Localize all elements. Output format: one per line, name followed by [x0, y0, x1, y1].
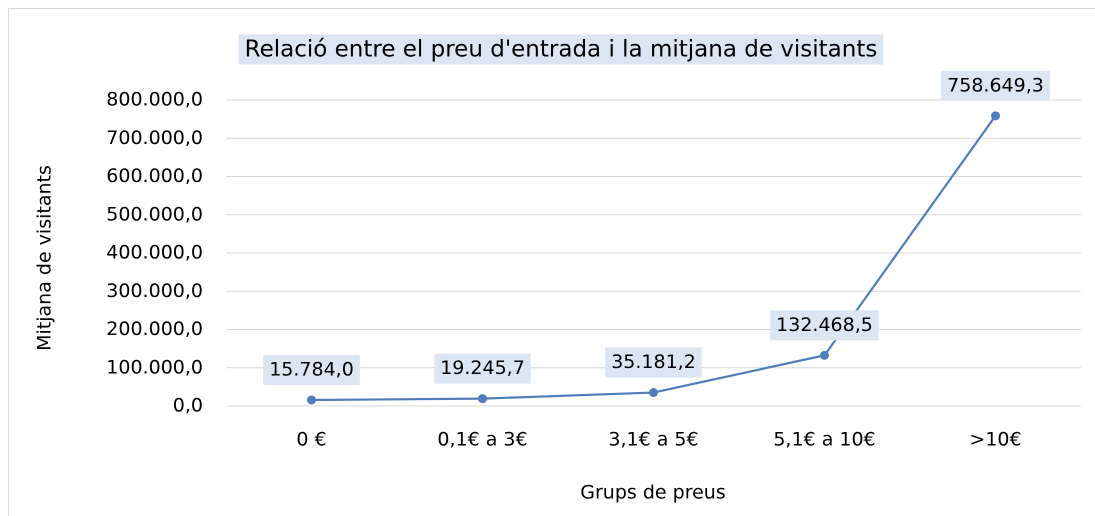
point	[820, 350, 829, 360]
point	[307, 395, 316, 405]
data-label-box	[941, 70, 1050, 101]
x-tick-label: 0 €	[296, 429, 326, 451]
x-axis-label: Grups de preus	[580, 482, 725, 504]
data-label: 19.245,7	[440, 357, 525, 379]
x-tick-label: >10€	[969, 429, 1021, 451]
data-label: 15.784,0	[269, 358, 354, 380]
data-label-box	[434, 353, 531, 384]
data-label: 758.649,3	[947, 74, 1044, 96]
y-tick-label: 800.000,0	[106, 89, 203, 111]
point	[649, 388, 658, 398]
data-label: 35.181,2	[611, 351, 696, 373]
x-tick-label: 5,1€ a 10€	[773, 429, 875, 451]
x-tick-label: 0,1€ a 3€	[437, 429, 527, 451]
chart-border	[8, 8, 1095, 516]
y-tick-label: 100.000,0	[106, 356, 203, 378]
y-axis-label: Mitjana de visitants	[34, 165, 56, 351]
y-tick-label: 500.000,0	[106, 203, 203, 225]
data-label: 132.468,5	[776, 314, 873, 336]
y-tick-label: 0,0	[173, 395, 203, 417]
data-label-box	[770, 310, 879, 341]
y-tick-label: 200.000,0	[106, 318, 203, 340]
point	[478, 394, 487, 404]
title-box	[238, 34, 884, 65]
x-tick-label: 3,1€ a 5€	[608, 429, 698, 451]
data-label-box	[605, 347, 702, 378]
y-tick-label: 400.000,0	[106, 242, 203, 264]
point	[991, 111, 1000, 121]
y-tick-label: 600.000,0	[106, 165, 203, 187]
y-tick-label: 700.000,0	[106, 127, 203, 149]
chart-title: Relació entre el preu d'entrada i la mit…	[245, 37, 878, 63]
y-tick-label: 300.000,0	[106, 280, 203, 302]
data-label-box	[263, 354, 360, 385]
